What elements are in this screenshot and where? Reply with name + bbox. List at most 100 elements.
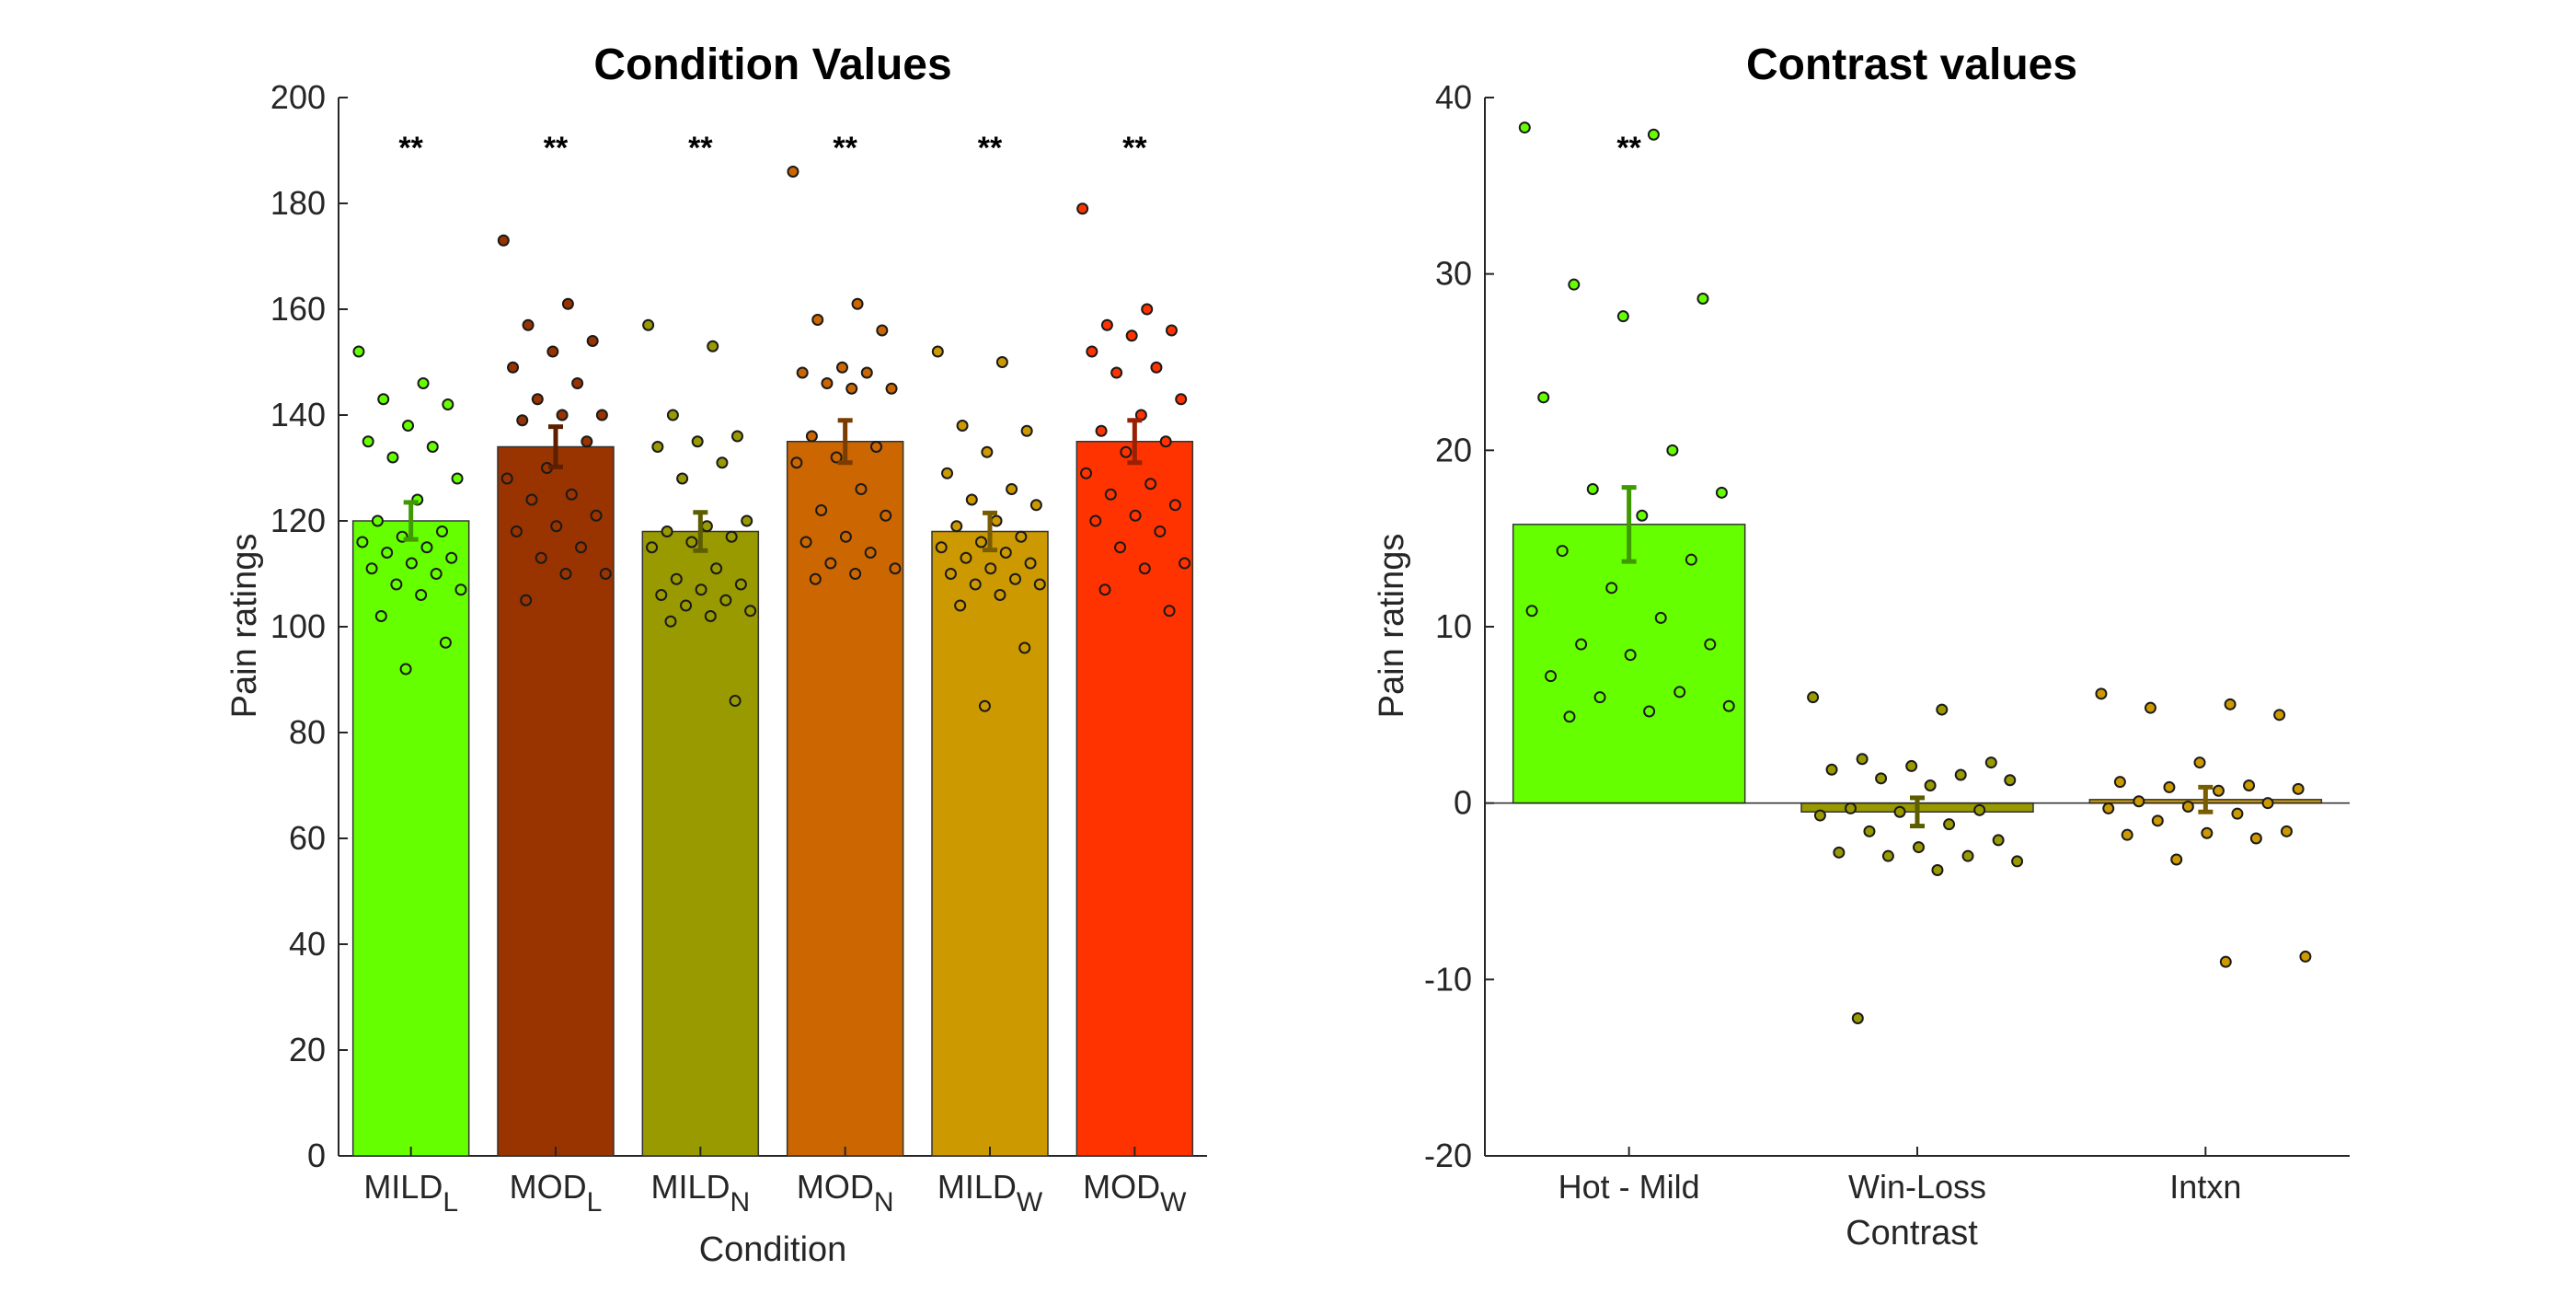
data-point	[531, 393, 544, 406]
data-point	[2273, 709, 2286, 722]
data-point	[999, 547, 1012, 559]
data-point	[741, 514, 753, 527]
x-tick-label: MODL	[510, 1168, 603, 1218]
data-point	[666, 409, 679, 421]
bar	[786, 441, 904, 1157]
data-point	[1563, 710, 1576, 723]
y-tick-label: 0	[1454, 784, 1472, 822]
data-point	[2133, 795, 2145, 808]
data-point	[436, 525, 449, 537]
data-point	[1893, 805, 1906, 818]
data-point	[1673, 686, 1686, 698]
data-point	[729, 695, 742, 707]
data-point	[685, 536, 698, 548]
data-point	[1813, 809, 1826, 822]
data-point	[1141, 303, 1154, 316]
data-point	[1179, 557, 1191, 570]
data-point	[1881, 849, 1894, 862]
data-point	[790, 456, 803, 469]
data-point	[734, 578, 747, 591]
data-point	[1924, 779, 1937, 791]
data-point	[1912, 841, 1925, 854]
data-point	[680, 599, 693, 612]
data-point	[559, 568, 572, 580]
data-point	[454, 583, 467, 596]
data-point	[2144, 701, 2156, 714]
data-point	[1518, 121, 1531, 134]
y-tick-label: -10	[1424, 960, 1472, 998]
data-point	[931, 345, 944, 358]
x-tick-label: MILDW	[937, 1168, 1043, 1218]
y-tick-label: 160	[270, 290, 326, 328]
data-point	[1098, 583, 1111, 596]
data-point	[1954, 768, 1967, 781]
data-point	[2299, 950, 2312, 963]
y-axis-label: Pain ratings	[1373, 534, 1411, 719]
data-point	[535, 551, 547, 564]
data-point	[1020, 424, 1033, 437]
data-point	[1961, 849, 1974, 862]
data-point	[1685, 553, 1697, 566]
data-point	[2102, 802, 2115, 814]
data-point	[2151, 814, 2164, 827]
data-point	[950, 520, 963, 533]
data-point	[586, 335, 599, 347]
data-point	[944, 568, 957, 580]
data-point	[1168, 499, 1181, 512]
data-point	[556, 409, 569, 421]
data-point	[2201, 826, 2214, 839]
data-point	[390, 578, 403, 591]
data-point	[1076, 202, 1089, 215]
y-tick-label: 80	[289, 713, 326, 751]
data-point	[2224, 698, 2237, 710]
data-point	[386, 451, 399, 464]
data-point	[1943, 818, 1956, 831]
data-point	[2011, 855, 2024, 868]
data-point	[1556, 545, 1569, 558]
data-point	[415, 589, 428, 601]
data-point	[830, 451, 843, 464]
data-point	[744, 605, 757, 618]
data-point	[1015, 530, 1028, 543]
data-point	[809, 572, 822, 585]
data-point	[1095, 424, 1108, 437]
data-point	[1654, 611, 1667, 624]
condition-values-panel: Condition Values Condition Pain ratings …	[225, 40, 1207, 1269]
data-point	[646, 541, 659, 554]
data-point	[719, 594, 732, 606]
data-point	[2193, 756, 2206, 769]
data-point	[811, 314, 824, 326]
y-tick-label: 40	[1435, 78, 1472, 116]
data-point	[1120, 445, 1133, 458]
y-tick-label: 30	[1435, 255, 1472, 293]
data-point	[420, 541, 433, 554]
data-point	[2181, 801, 2194, 813]
data-point	[561, 297, 574, 310]
bar	[1512, 524, 1746, 804]
significance-marker: **	[1122, 131, 1147, 166]
data-point	[851, 297, 864, 310]
data-point	[710, 562, 723, 575]
y-tick-label: -20	[1424, 1137, 1472, 1174]
data-point	[1715, 486, 1728, 499]
data-point	[365, 562, 378, 575]
data-point	[1125, 329, 1138, 342]
data-point	[590, 509, 603, 522]
data-point	[1825, 763, 1838, 776]
data-point	[1033, 578, 1046, 591]
x-tick-label: Intxn	[2169, 1168, 2241, 1206]
data-point	[960, 551, 972, 564]
data-point	[824, 557, 837, 570]
data-point	[1089, 514, 1102, 527]
data-point	[1833, 846, 1846, 859]
data-point	[445, 551, 458, 564]
y-tick-label: 40	[289, 925, 326, 963]
data-point	[691, 435, 704, 448]
data-point	[845, 382, 858, 395]
data-point	[1018, 641, 1031, 654]
data-point	[374, 610, 387, 622]
data-point	[880, 509, 892, 522]
data-point	[642, 318, 655, 331]
data-point	[876, 324, 889, 337]
data-point	[1029, 499, 1042, 512]
